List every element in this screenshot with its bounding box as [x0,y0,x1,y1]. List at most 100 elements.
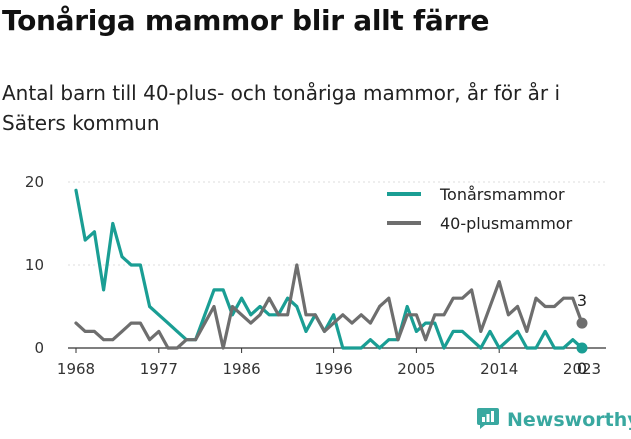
data-point [323,330,326,333]
series-end-label-0: 0 [577,359,587,378]
data-point [433,321,437,325]
series-layer: 03 [74,188,588,378]
data-point [120,330,124,333]
x-tick-label: 1968 [57,360,95,378]
data-point [543,330,547,333]
data-point [553,305,556,308]
data-point [507,313,510,317]
data-point [525,330,529,333]
data-point [571,296,575,300]
data-point [507,338,510,342]
brand-name: Newsworthy [507,409,631,431]
data-point [470,338,473,342]
data-point [359,313,363,317]
x-tick-label: 2023 [563,360,601,378]
data-point [240,313,244,317]
legend: Tonårsmammor 40-plusmammor [387,185,573,233]
data-point [83,238,87,242]
x-tick-label: 2005 [397,360,435,378]
data-point [571,338,575,342]
data-point [267,313,271,317]
data-point [258,313,262,317]
data-point [267,296,271,300]
newsworthy-brand: Newsworthy [476,405,631,435]
data-point [369,321,372,325]
data-point [111,222,115,225]
data-point [424,338,427,342]
data-point [139,263,142,267]
data-point [461,296,464,300]
data-point [387,296,391,300]
data-point [277,313,280,317]
series-end-label-1: 3 [577,291,587,310]
data-point [341,346,345,350]
data-point [534,346,538,350]
data-point [203,313,207,317]
data-point [369,338,372,342]
x-tick-label: 1977 [140,360,178,378]
data-point [249,313,253,317]
data-point [433,313,437,317]
data-point [424,321,427,325]
data-point [286,313,289,317]
data-point [497,346,501,350]
data-point [332,321,335,325]
data-point [212,305,216,308]
data-point [461,330,464,333]
data-point [451,296,455,300]
data-point [221,288,225,292]
x-tick-label: 2014 [480,360,518,378]
data-point [83,330,87,333]
data-point [479,330,483,333]
data-point [378,346,381,350]
data-point [93,330,96,333]
data-point [415,330,418,333]
data-point [185,338,188,342]
data-point [231,305,234,308]
chart-subtitle: Antal barn till 40-plus- och tonåriga ma… [2,81,561,135]
data-point [488,305,492,308]
data-point [129,321,133,325]
data-point [442,346,446,350]
data-point [350,321,354,325]
data-point [93,230,96,234]
x-tick-label: 1996 [315,360,353,378]
data-point [74,321,78,325]
data-point [534,296,538,300]
data-point [240,296,244,300]
data-point [516,305,519,308]
data-point [157,313,161,317]
series-line-1 [74,263,584,350]
data-point [295,263,299,267]
data-point [405,305,409,308]
series-end-marker-1 [576,317,588,329]
data-point [488,330,492,333]
data-point [304,330,308,333]
data-point [562,346,565,350]
data-point [148,338,152,342]
series-end-marker-0 [576,342,588,354]
data-point [516,330,519,333]
data-point [479,346,483,350]
data-point [470,288,473,292]
data-point [148,305,152,308]
x-tick-label: 1986 [223,360,261,378]
data-point [258,305,262,308]
data-point [203,321,207,325]
data-point [359,346,363,350]
data-point [102,338,105,342]
data-point [74,188,78,192]
data-point [166,346,170,350]
data-point [341,313,345,317]
data-point [543,305,547,308]
data-point [249,321,253,325]
axes: 0 10 20 1968 1977 1986 1996 2005 2014 2023 [25,173,606,378]
data-point [175,346,179,350]
data-point [194,338,198,342]
chart-title: Tonåriga mammor blir allt färre [2,4,490,37]
data-point [378,305,381,308]
data-point [212,288,216,292]
data-point [129,263,133,267]
data-point [166,321,170,325]
